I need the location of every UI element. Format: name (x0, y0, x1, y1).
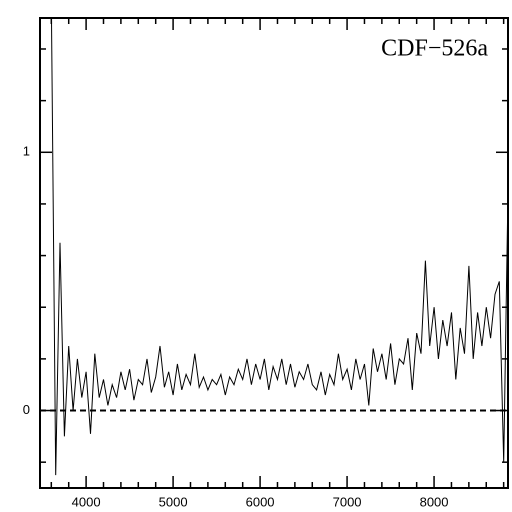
spectrum-line (50, 18, 508, 476)
x-tick-label: 4000 (72, 494, 101, 509)
x-tick-label: 7000 (333, 494, 362, 509)
chart-title: CDF−526a (381, 36, 488, 62)
x-tick-label: 5000 (159, 494, 188, 509)
y-tick-label: 1 (23, 144, 30, 159)
x-tick-label: 8000 (420, 494, 449, 509)
x-tick-label: 6000 (246, 494, 275, 509)
y-tick-label: 0 (23, 402, 30, 417)
plot-frame (39, 17, 509, 489)
